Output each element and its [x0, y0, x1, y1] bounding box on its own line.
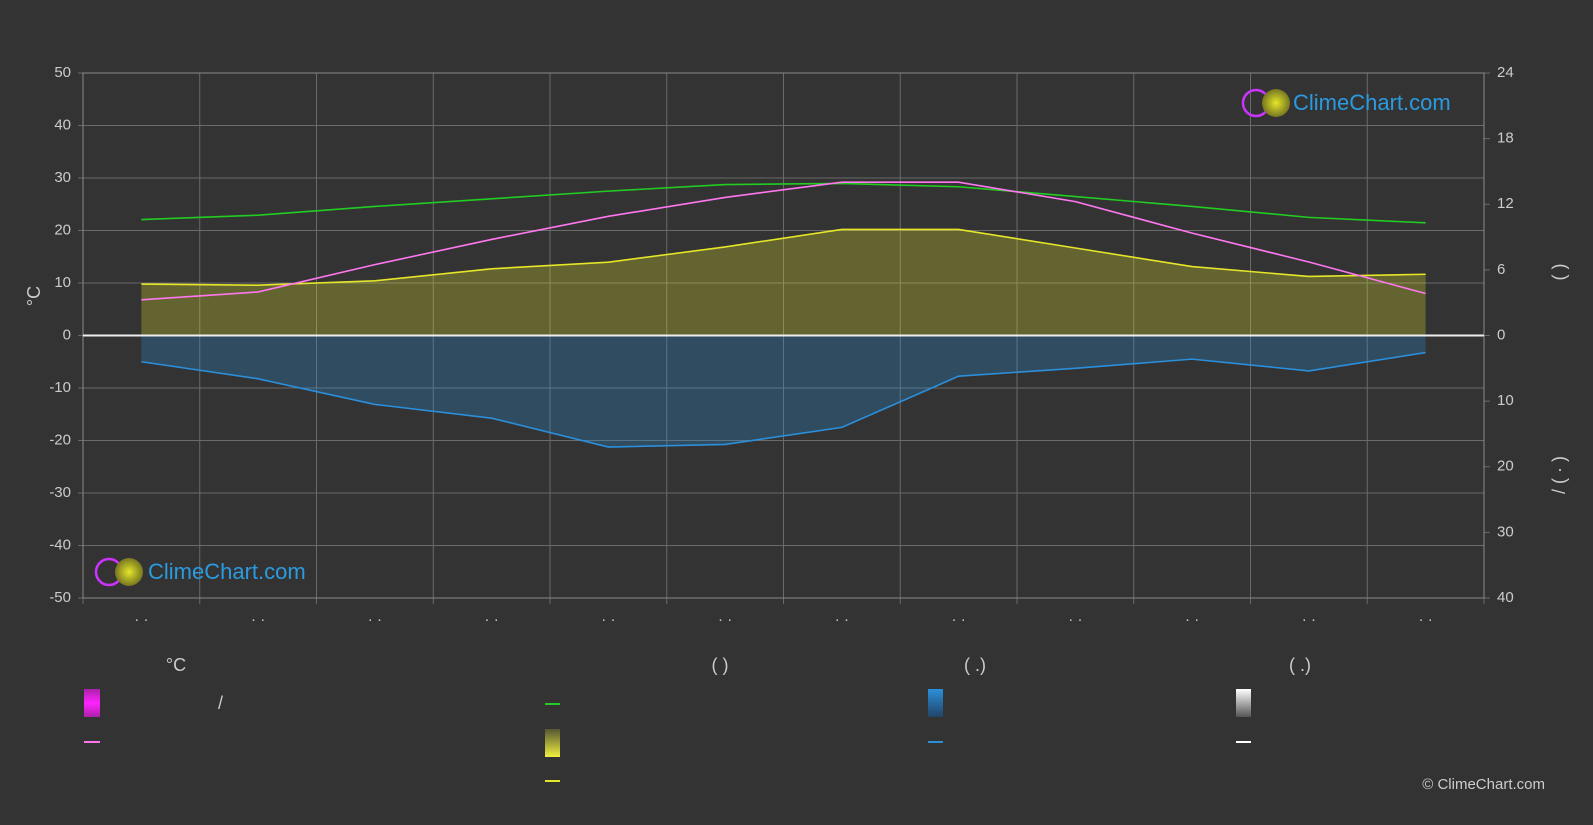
y3-tick-label: 20	[1497, 458, 1514, 475]
y-tick-label: 40	[54, 116, 71, 133]
y-tick-label: -20	[49, 431, 71, 448]
legend-swatch	[928, 689, 943, 717]
y-tick-label: 20	[54, 221, 71, 238]
logo: ClimeChart.com ClimeChart.com	[94, 88, 1451, 587]
x-tick-label: · ·	[251, 611, 265, 628]
y-tick-label: -40	[49, 536, 71, 553]
series-line	[141, 351, 1426, 448]
x-tick-label: · ·	[952, 611, 966, 628]
logo-text: ClimeChart.com	[148, 559, 306, 584]
series-line	[141, 181, 1426, 301]
series-line	[141, 228, 1426, 286]
logo-icon	[1262, 89, 1290, 117]
y-tick-label: -10	[49, 379, 71, 396]
x-tick-label: · ·	[835, 611, 849, 628]
series-area	[141, 229, 1426, 336]
y2-tick-label: 6	[1497, 261, 1505, 278]
legend-swatch	[1236, 689, 1251, 717]
y2-tick-label: 18	[1497, 130, 1514, 147]
series-area	[141, 335, 1426, 448]
y2-tick-label: 12	[1497, 195, 1514, 212]
x-tick-label: · ·	[368, 611, 382, 628]
y-axis-label: °C	[24, 286, 44, 306]
y3-tick-label: 40	[1497, 589, 1514, 606]
y-tick-label: 50	[54, 64, 71, 81]
y-tick-label: 30	[54, 169, 71, 186]
plot: · · · · · · · · · · · · · · · · · · · · · · · · 50 40…	[49, 64, 1513, 628]
legend-swatch	[545, 729, 560, 757]
x-tick-label: · ·	[134, 611, 148, 628]
y3-tick-label: 10	[1497, 392, 1514, 409]
x-tick-label: · ·	[1419, 611, 1433, 628]
legend: °C ( ) ( .) ( .) /	[84, 655, 1311, 782]
x-tick-label: · ·	[1068, 611, 1082, 628]
copyright: © ClimeChart.com	[1422, 776, 1545, 793]
y3-tick-label: 30	[1497, 523, 1514, 540]
y-tick-label: 0	[63, 326, 71, 343]
y-tick-label: -30	[49, 484, 71, 501]
y-tick-label: 10	[54, 274, 71, 291]
legend-header: °C	[166, 655, 186, 675]
x-tick-label: · ·	[485, 611, 499, 628]
logo-text: ClimeChart.com	[1293, 90, 1451, 115]
x-tick-label: · ·	[1185, 611, 1199, 628]
x-tick-label: · ·	[601, 611, 615, 628]
y2-tick-label: 24	[1497, 64, 1514, 81]
legend-header: ( )	[712, 655, 729, 675]
legend-slash: /	[218, 693, 223, 713]
y-tick-label: -50	[49, 589, 71, 606]
legend-header: ( .)	[964, 655, 986, 675]
y2-axis-label: ( )	[1549, 264, 1569, 281]
y2-tick-label: 0	[1497, 326, 1505, 343]
x-tick-label: · ·	[1302, 611, 1316, 628]
logo-icon	[115, 558, 143, 586]
legend-header: ( .)	[1289, 655, 1311, 675]
y3-axis-label: / ( · )	[1549, 456, 1569, 494]
series-line	[141, 182, 1426, 224]
x-tick-label: · ·	[718, 611, 732, 628]
legend-swatch	[84, 689, 100, 717]
